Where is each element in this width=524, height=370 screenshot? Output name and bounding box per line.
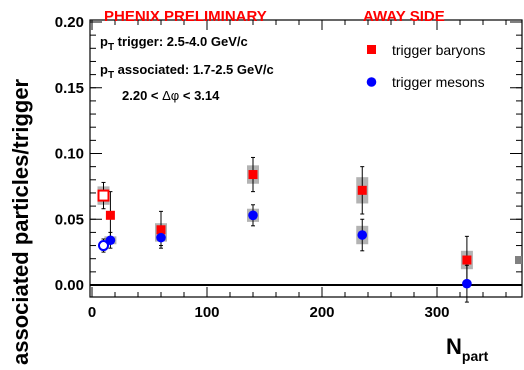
assoc-pt-symbol: p — [100, 62, 108, 77]
plot-frame — [89, 19, 523, 298]
syst-bands — [97, 165, 473, 270]
y-tick-label: 0.10 — [55, 146, 84, 163]
y-tick-label: 0.20 — [55, 14, 84, 31]
y-tick-label: 0.00 — [55, 277, 84, 294]
y-tick-label: 0.15 — [55, 80, 84, 97]
dphi-symbol: Δφ — [162, 88, 179, 103]
baryon-point — [156, 225, 166, 235]
meson-point — [156, 232, 166, 243]
away-side-label: AWAY SIDE — [363, 8, 445, 25]
baryon-point — [248, 170, 258, 180]
x-tick-label: 300 — [424, 304, 449, 321]
dphi-range-label: 2.20 < Δφ < 3.14 — [122, 88, 220, 103]
legend: trigger baryons trigger mesons — [366, 42, 485, 90]
x-axis-title: Npart — [446, 334, 489, 364]
assoc-pt-label: pT associated: 1.7-2.5 GeV/c — [100, 62, 274, 81]
trigger-pt-label: pT trigger: 2.5-4.0 GeV/c — [100, 34, 248, 53]
trigger-pt-subscript: T — [108, 42, 114, 53]
edge-marker — [515, 256, 522, 265]
baryon-point — [462, 255, 472, 265]
meson-point — [248, 210, 258, 221]
trigger-pt-symbol: p — [100, 34, 108, 49]
baryon-point — [357, 185, 367, 195]
y-axis-title: associated particles/trigger — [8, 78, 33, 365]
legend-baryon-marker — [367, 45, 376, 54]
axes: 0.00 0.05 0.10 0.15 0.20 0 100 200 300 — [55, 14, 522, 321]
assoc-pt-text: associated: 1.7-2.5 GeV/c — [114, 62, 274, 77]
x-axis-title-sub: part — [462, 348, 489, 364]
x-tick-label: 100 — [194, 304, 219, 321]
meson-point — [357, 230, 368, 240]
legend-baryon-label: trigger baryons — [392, 42, 485, 58]
x-axis-title-main: N — [446, 334, 462, 359]
markers — [97, 170, 522, 289]
baryon-point — [105, 210, 115, 220]
legend-meson-label: trigger mesons — [392, 74, 485, 90]
meson-point — [105, 235, 116, 246]
y-tick-label: 0.05 — [55, 211, 84, 228]
meson-point-open — [98, 240, 109, 252]
legend-meson-marker — [366, 77, 377, 87]
x-tick-label: 200 — [309, 304, 334, 321]
baryon-point-open — [97, 189, 110, 202]
trigger-pt-text: trigger: 2.5-4.0 GeV/c — [114, 34, 248, 49]
meson-point — [462, 278, 472, 289]
dphi-left: 2.20 < — [122, 88, 162, 103]
assoc-pt-subscript: T — [108, 70, 114, 81]
dphi-right: < 3.14 — [179, 88, 220, 103]
preliminary-label: PHENIX PRELIMINARY — [104, 8, 267, 25]
x-tick-label: 0 — [88, 304, 96, 321]
